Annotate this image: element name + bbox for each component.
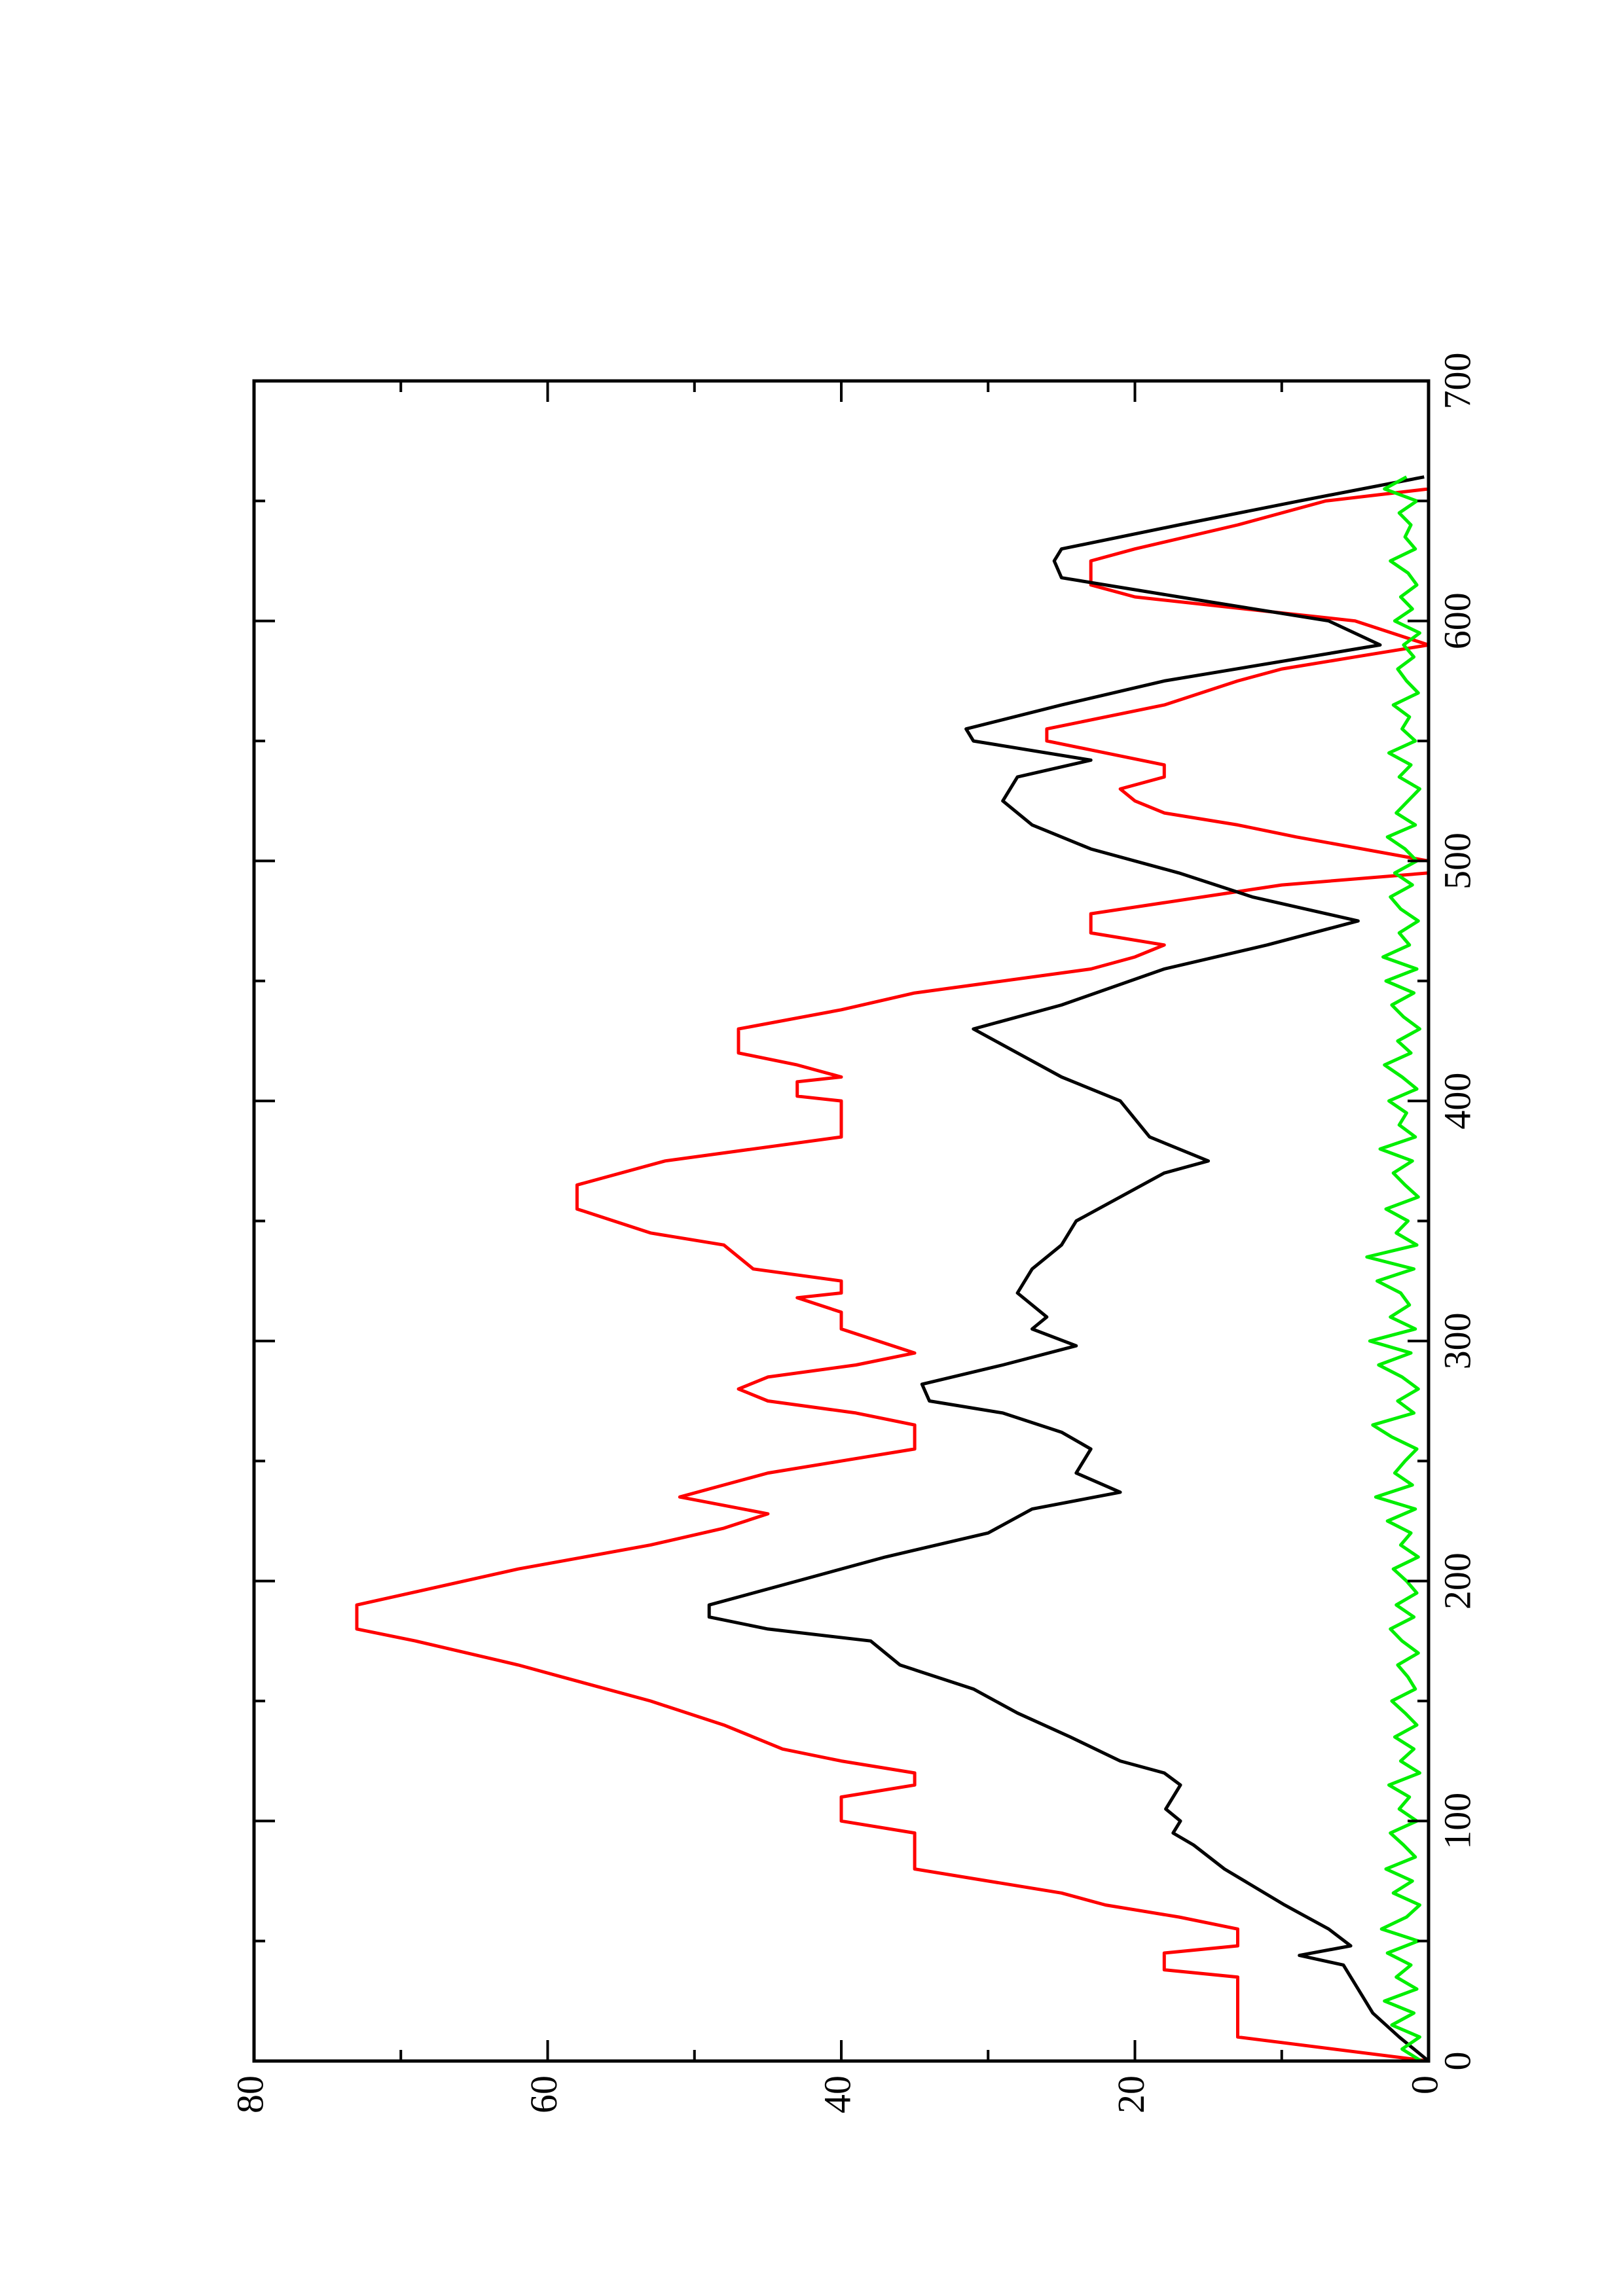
rotated-plot: 0 100 200 300 400 500 600 700 0 20 40 60 80 xyxy=(228,353,1478,2114)
data-line xyxy=(355,476,1431,2063)
x-tick-label: 100 xyxy=(1436,1793,1478,1850)
data-line xyxy=(1365,475,1423,2063)
x-tick-label: 0 xyxy=(1436,2052,1478,2071)
x-tick-label: 700 xyxy=(1436,353,1478,410)
data-line xyxy=(707,475,1430,2062)
x-tick-label: 200 xyxy=(1436,1552,1478,1609)
y-tick-label: 20 xyxy=(1110,2075,1152,2113)
x-tick-label: 600 xyxy=(1436,592,1478,649)
y-tick-label: 60 xyxy=(522,2075,565,2113)
x-tick-label: 300 xyxy=(1436,1312,1478,1369)
x-tick-label: 500 xyxy=(1436,833,1478,889)
y-tick-label: 0 xyxy=(1403,2075,1446,2094)
y-tick-label: 40 xyxy=(816,2075,858,2113)
x-tick-label: 400 xyxy=(1436,1073,1478,1130)
y-tick-label: 80 xyxy=(228,2075,271,2113)
